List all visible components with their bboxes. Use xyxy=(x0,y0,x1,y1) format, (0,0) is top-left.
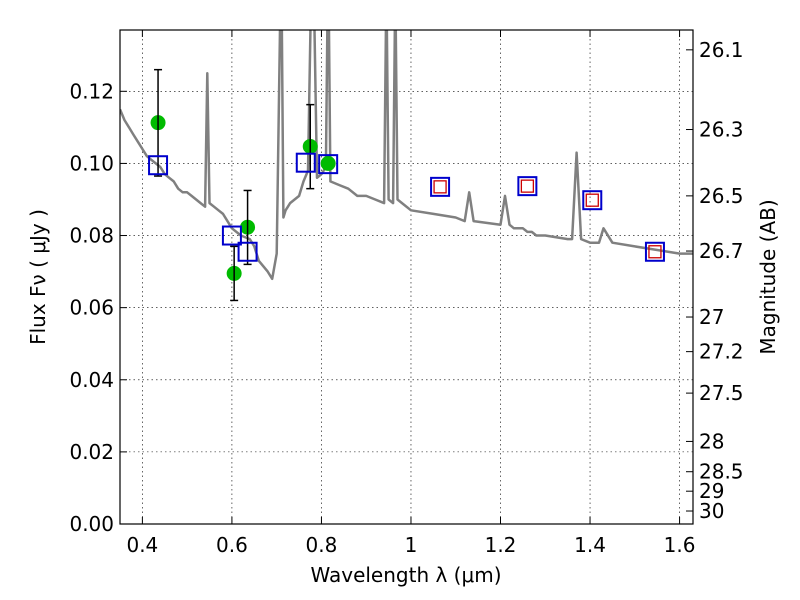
right-tick-label: 27.5 xyxy=(699,381,744,405)
axis-ticks: 0.4 0.6 0.8 1 1.2 1.4 1.6 0.00 0.02 0.04 0.06 0.08 0… xyxy=(69,30,744,557)
y-tick-label: 0.08 xyxy=(69,224,114,248)
model-photometry-square xyxy=(237,241,258,262)
model-photometry-square xyxy=(582,190,603,211)
red-flux-square xyxy=(585,193,599,207)
right-tick-label: 26.1 xyxy=(699,38,744,62)
model-photometry-square xyxy=(644,241,665,262)
right-tick-label: 26.7 xyxy=(699,239,744,263)
x-tick-label: 1 xyxy=(405,533,418,557)
right-tick-label: 26.3 xyxy=(699,118,744,142)
right-axis-title: Magnitude (AB) xyxy=(756,199,780,354)
right-tick-label: 28.5 xyxy=(699,460,744,484)
model-photometry-square xyxy=(318,154,339,175)
x-tick-label: 0.8 xyxy=(306,533,338,557)
x-tick-label: 0.6 xyxy=(216,533,248,557)
y-tick-label: 0.00 xyxy=(69,512,114,536)
y-tick-label: 0.02 xyxy=(69,440,114,464)
model-spectrum-line xyxy=(120,30,693,281)
right-tick-label: 29 xyxy=(699,479,724,503)
red-flux-square xyxy=(648,245,662,259)
right-tick-label: 26.5 xyxy=(699,184,744,208)
y-axis-title: Flux Fν ( μJy ) xyxy=(26,209,50,345)
model-photometry-square xyxy=(221,225,242,246)
right-tick-label: 27 xyxy=(699,305,724,329)
plot-background xyxy=(120,30,693,524)
red-flux-square xyxy=(433,180,447,194)
right-tick-label: 30 xyxy=(699,499,724,523)
x-axis-title: Wavelength λ (μm) xyxy=(310,563,501,587)
model-photometry-square xyxy=(295,152,316,173)
x-tick-label: 0.4 xyxy=(126,533,158,557)
right-tick-label: 27.2 xyxy=(699,340,744,364)
y-tick-label: 0.10 xyxy=(69,151,114,175)
plot-frame xyxy=(119,29,694,525)
model-photometry-square xyxy=(430,176,451,197)
x-tick-label: 1.4 xyxy=(574,533,606,557)
model-photometry-square xyxy=(517,176,538,197)
observed-flux-point xyxy=(320,155,336,171)
data-layer xyxy=(120,30,693,302)
y-tick-label: 0.06 xyxy=(69,296,114,320)
model-photometry-square xyxy=(148,155,169,176)
red-flux-square xyxy=(520,179,535,193)
right-tick-label: 28 xyxy=(699,429,724,453)
x-tick-label: 1.2 xyxy=(485,533,517,557)
x-tick-label: 1.6 xyxy=(664,533,696,557)
y-tick-label: 0.12 xyxy=(69,79,114,103)
y-tick-label: 0.04 xyxy=(69,368,114,392)
